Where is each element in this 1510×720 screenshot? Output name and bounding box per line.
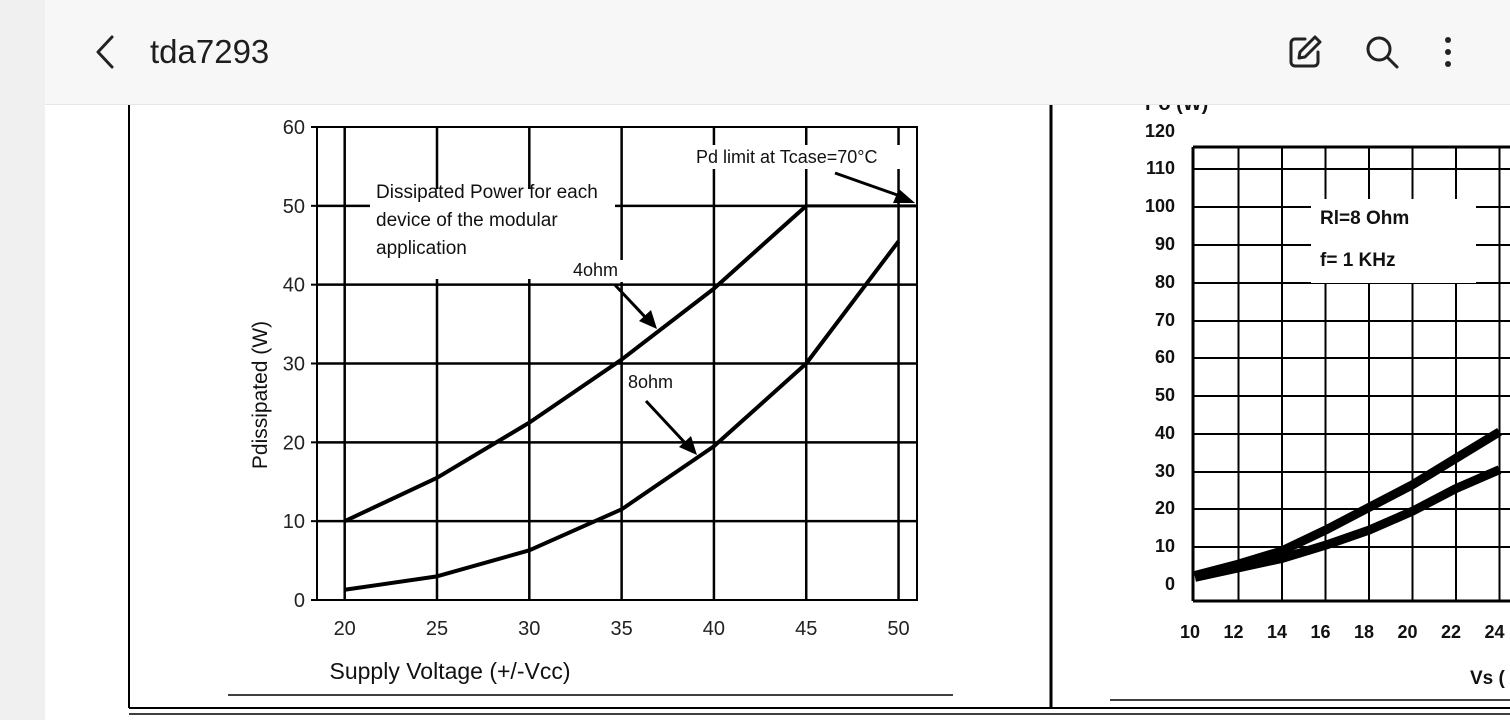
chart2-x-tick-label: 16 [1310, 622, 1330, 642]
chart2-x-axis-label: Vs ( [1470, 668, 1506, 689]
chart2-x-tick-label: 14 [1267, 622, 1287, 642]
chart2-series-line-0 [1193, 427, 1502, 580]
chart1-4ohm-label-bg [568, 260, 628, 282]
chart1-pd-limit-label: Pd limit at Tcase=70°C [696, 147, 877, 167]
output-power-chart: Po (W) 0 10 20 30 40 50 60 70 80 90 100 110 120 10 12 1… [1145, 105, 1510, 689]
chart2-y-tick-label: 90 [1155, 234, 1175, 254]
chart2-y-tick-label: 70 [1155, 310, 1175, 330]
back-button[interactable] [87, 32, 127, 72]
chart1-x-tick-label: 50 [887, 618, 909, 640]
more-vertical-icon [1445, 37, 1451, 67]
chart2-legend-line2: f= 1 KHz [1320, 250, 1396, 271]
chart1-series-label-4ohm: 4ohm [573, 260, 618, 280]
chart1-x-tick-label: 35 [610, 618, 632, 640]
chart2-series [1193, 427, 1502, 582]
chart1-8ohm-arrowhead [679, 436, 697, 455]
chart2-legend-box [1311, 199, 1476, 283]
more-options-button[interactable] [1428, 32, 1468, 72]
chart1-4ohm-arrowhead [639, 310, 657, 329]
chart1-description-line1: Dissipated Power for each [376, 182, 598, 203]
dissipated-power-chart: 0 10 20 30 40 50 60 20 25 30 35 40 45 50 Supply Volta… [249, 117, 918, 684]
document-page-svg: 0 10 20 30 40 50 60 20 25 30 35 40 45 50 Supply Volta… [128, 105, 1510, 715]
chart1-y-tick-label: 30 [283, 354, 305, 376]
document-content: 0 10 20 30 40 50 60 20 25 30 35 40 45 50 Supply Volta… [45, 105, 1510, 720]
chart2-x-tick-label: 18 [1354, 622, 1374, 642]
chevron-left-icon [96, 35, 114, 69]
chart1-y-tick-label: 0 [294, 590, 305, 612]
chart1-tick-labels: 0 10 20 30 40 50 60 20 25 30 35 40 45 50 [283, 117, 910, 640]
chart2-x-tick-label: 12 [1223, 622, 1243, 642]
chart1-pd-limit-arrow [834, 171, 904, 199]
chart1-y-axis-label: Pdissipated (W) [249, 321, 272, 469]
chart1-y-tick-label: 60 [283, 117, 305, 139]
chart1-8ohm-label-bg [623, 371, 683, 393]
chart1-x-axis-label: Supply Voltage (+/-Vcc) [330, 658, 571, 684]
chart2-y-tick-label: 40 [1155, 423, 1175, 443]
edit-button[interactable] [1285, 32, 1325, 72]
chart1-y-tick-label: 20 [283, 432, 305, 454]
chart2-series-line-1 [1194, 465, 1502, 582]
chart2-legend-line1: Rl=8 Ohm [1320, 208, 1409, 229]
chart2-tick-labels: 0 10 20 30 40 50 60 70 80 90 100 110 120 10 12 14 16 18 20… [1145, 121, 1505, 642]
chart2-y-axis-label: Po (W) [1145, 105, 1208, 115]
chart2-x-tick-label: 22 [1441, 622, 1461, 642]
chart2-y-tick-label: 100 [1145, 196, 1175, 216]
chart2-y-tick-label: 110 [1146, 158, 1175, 178]
chart1-description-line2: device of the modular [376, 210, 558, 231]
chart2-x-tick-label: 20 [1397, 622, 1417, 642]
chart1-x-tick-label: 45 [795, 618, 817, 640]
chart2-y-tick-label: 80 [1155, 272, 1175, 292]
chart1-x-tick-label: 20 [334, 618, 356, 640]
chart2-x-tick-label: 24 [1484, 622, 1504, 642]
chart1-series-line-1 [344, 240, 901, 592]
chart2-y-tick-label: 60 [1155, 347, 1175, 367]
document-title: tda7293 [150, 33, 270, 70]
chart1-pd-limit-bg [690, 145, 915, 169]
left-margin-strip [0, 0, 45, 720]
search-icon [1366, 36, 1399, 69]
chart1-pd-limit-arrowhead [893, 189, 915, 203]
chart1-series-line-0 [343, 204, 808, 523]
chart1-x-tick-label: 30 [518, 618, 540, 640]
chart1-description-line3: application [376, 238, 467, 259]
edit-icon [1289, 35, 1322, 68]
chart1-y-tick-label: 50 [283, 196, 305, 218]
chart2-y-tick-label: 0 [1165, 574, 1175, 594]
chart2-y-tick-label: 10 [1155, 536, 1175, 556]
chart1-8ohm-arrow [644, 399, 689, 447]
chart2-x-tick-label: 10 [1180, 622, 1200, 642]
chart2-y-tick-label: 30 [1155, 461, 1175, 481]
chart1-y-tick-label: 10 [283, 511, 305, 533]
chart1-series-label-8ohm: 8ohm [628, 372, 673, 392]
chart2-y-tick-label: 50 [1155, 385, 1175, 405]
app-toolbar: tda7293 [45, 0, 1510, 105]
chart2-y-tick-label: 20 [1155, 498, 1175, 518]
chart1-series [343, 204, 901, 592]
chart1-x-tick-label: 25 [426, 618, 448, 640]
search-button[interactable] [1362, 32, 1402, 72]
chart1-x-tick-label: 40 [703, 618, 725, 640]
chart2-y-tick-label: 120 [1145, 121, 1175, 141]
chart1-y-tick-label: 40 [283, 275, 305, 297]
chart1-4ohm-arrow [613, 283, 649, 321]
